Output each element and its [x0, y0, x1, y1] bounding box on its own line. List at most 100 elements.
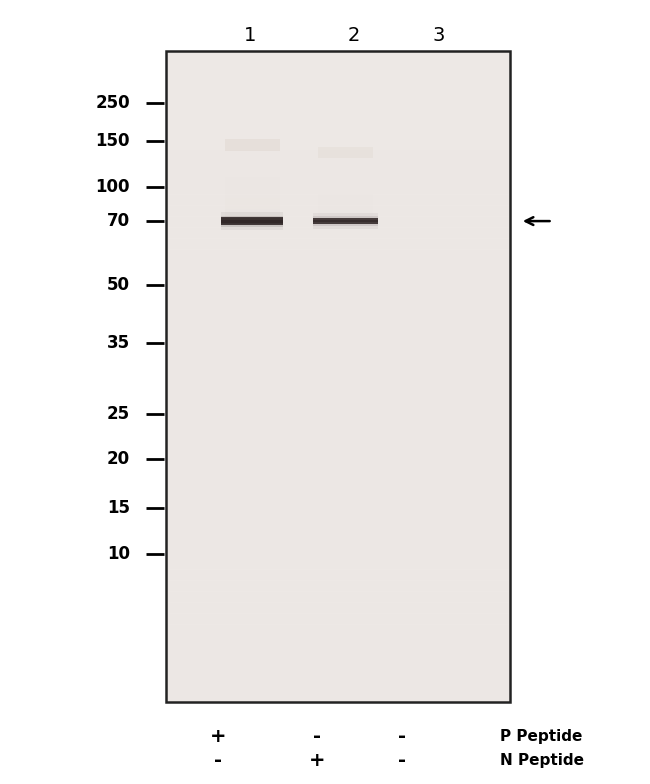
- Bar: [225, 194, 280, 196]
- Bar: [225, 183, 280, 185]
- Bar: [225, 154, 280, 155]
- Bar: [318, 180, 373, 181]
- Bar: [225, 147, 280, 148]
- Bar: [225, 198, 280, 199]
- Bar: [166, 84, 510, 95]
- Bar: [318, 219, 373, 220]
- Bar: [166, 592, 510, 602]
- Text: 1: 1: [244, 26, 257, 45]
- Bar: [166, 238, 510, 249]
- Bar: [318, 172, 373, 173]
- Bar: [225, 193, 280, 194]
- Bar: [318, 187, 373, 188]
- Bar: [225, 217, 280, 218]
- Bar: [318, 154, 373, 155]
- Bar: [318, 193, 373, 194]
- Bar: [166, 73, 510, 84]
- Bar: [313, 213, 378, 229]
- Bar: [166, 327, 510, 338]
- Bar: [225, 203, 280, 204]
- Bar: [318, 216, 373, 217]
- Bar: [318, 182, 373, 183]
- Bar: [225, 209, 280, 210]
- Bar: [225, 201, 280, 203]
- Text: 100: 100: [96, 178, 130, 195]
- Bar: [318, 201, 373, 203]
- Bar: [318, 149, 373, 151]
- Bar: [225, 196, 280, 197]
- Bar: [166, 96, 510, 106]
- Bar: [166, 404, 510, 415]
- Bar: [225, 205, 280, 206]
- Bar: [318, 186, 373, 187]
- Bar: [318, 167, 373, 169]
- Bar: [166, 569, 510, 580]
- Bar: [318, 147, 373, 149]
- Bar: [225, 177, 280, 179]
- Bar: [166, 614, 510, 625]
- Bar: [166, 118, 510, 128]
- Bar: [225, 189, 280, 190]
- Bar: [166, 40, 510, 51]
- Bar: [166, 129, 510, 140]
- Text: -: -: [313, 728, 321, 746]
- Bar: [166, 62, 510, 73]
- Bar: [225, 169, 280, 170]
- Bar: [166, 305, 510, 316]
- Bar: [166, 636, 510, 647]
- Bar: [225, 208, 280, 209]
- Bar: [166, 51, 510, 62]
- Bar: [166, 338, 510, 349]
- Bar: [166, 426, 510, 437]
- Bar: [225, 219, 280, 220]
- Bar: [318, 217, 373, 219]
- Bar: [318, 155, 373, 156]
- Bar: [166, 216, 510, 227]
- Bar: [166, 525, 510, 536]
- Bar: [166, 360, 510, 371]
- Text: -: -: [398, 728, 406, 746]
- Bar: [225, 200, 280, 201]
- Bar: [225, 168, 280, 169]
- Bar: [318, 214, 373, 215]
- Bar: [221, 218, 283, 224]
- Bar: [221, 220, 283, 223]
- Bar: [318, 188, 373, 189]
- Bar: [166, 448, 510, 459]
- Bar: [166, 669, 510, 680]
- Bar: [225, 197, 280, 198]
- Bar: [225, 165, 280, 166]
- Bar: [166, 680, 510, 691]
- Bar: [225, 220, 280, 221]
- Bar: [225, 185, 280, 186]
- Bar: [166, 547, 510, 558]
- Text: 35: 35: [107, 335, 130, 352]
- Bar: [166, 382, 510, 393]
- Bar: [166, 227, 510, 238]
- Bar: [166, 272, 510, 282]
- Bar: [166, 481, 510, 492]
- Bar: [221, 212, 283, 230]
- Bar: [166, 283, 510, 293]
- Bar: [166, 249, 510, 260]
- Bar: [166, 316, 510, 327]
- Bar: [318, 171, 373, 172]
- Bar: [225, 144, 280, 145]
- Bar: [225, 210, 280, 211]
- Bar: [225, 145, 280, 146]
- Bar: [166, 503, 510, 514]
- Bar: [318, 203, 373, 204]
- Bar: [318, 184, 373, 186]
- Bar: [166, 371, 510, 382]
- Bar: [225, 156, 280, 158]
- Bar: [166, 415, 510, 426]
- Bar: [225, 155, 280, 156]
- Bar: [225, 214, 280, 215]
- Bar: [166, 393, 510, 404]
- Text: 3: 3: [432, 26, 445, 45]
- Bar: [225, 191, 280, 192]
- Bar: [166, 603, 510, 613]
- Bar: [225, 182, 280, 183]
- Bar: [225, 170, 280, 172]
- Bar: [313, 218, 378, 224]
